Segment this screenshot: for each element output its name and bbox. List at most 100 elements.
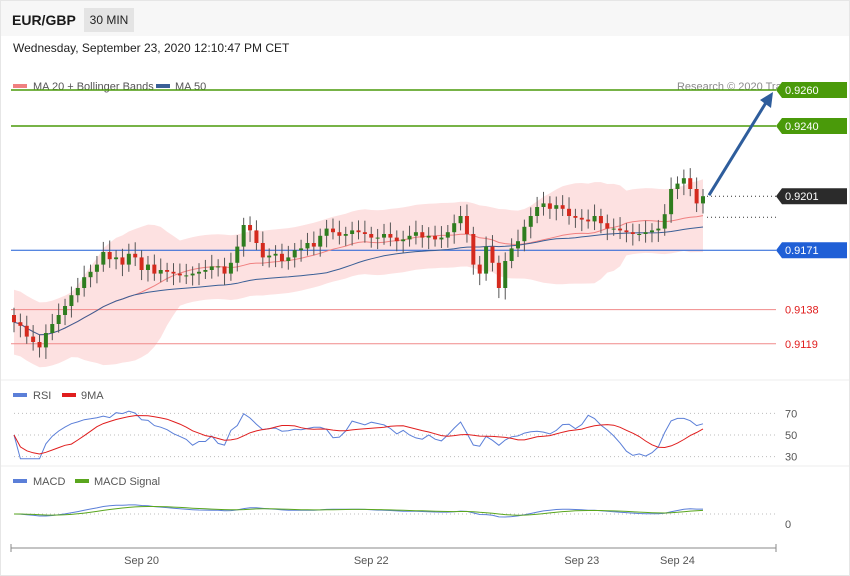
timeframe-button[interactable]: 30 MIN	[84, 8, 134, 32]
candle-body	[260, 243, 265, 258]
candle-body	[75, 288, 80, 296]
chart-header: EUR/GBP 30 MIN	[1, 1, 849, 36]
level-label: 0.9138	[785, 305, 819, 317]
candle-body	[586, 219, 591, 222]
rsi-tick-label: 50	[785, 430, 797, 442]
chart-datetime: Wednesday, September 23, 2020 12:10:47 P…	[13, 41, 290, 55]
candle-body	[139, 257, 144, 270]
candle-body	[24, 325, 29, 337]
candle-body	[618, 228, 623, 231]
candle-body	[248, 225, 253, 231]
rsi-legend-label: RSI	[33, 390, 51, 402]
candle-body	[324, 228, 329, 236]
candle-body	[637, 234, 642, 235]
candle-body	[101, 252, 106, 265]
candle-body	[560, 205, 565, 209]
level-tag	[776, 242, 847, 259]
candle-body	[503, 261, 508, 288]
rsi-legend-swatch	[13, 393, 27, 397]
current-price-label: 0.9201	[785, 191, 819, 203]
level-label: 0.9260	[785, 85, 819, 97]
candle-body	[662, 214, 667, 229]
candle-body	[484, 246, 489, 274]
candle-body	[573, 216, 578, 218]
ma50-legend-swatch	[156, 84, 170, 88]
candle-body	[445, 232, 450, 238]
candle-body	[681, 178, 686, 184]
macd-signal-legend-swatch	[75, 479, 89, 483]
candle-body	[541, 203, 546, 207]
candle-body	[643, 232, 648, 234]
candle-body	[299, 248, 304, 251]
candle-body	[630, 232, 635, 234]
candle-body	[184, 275, 189, 277]
candle-body	[158, 270, 163, 274]
forecast-arrowhead	[760, 92, 773, 108]
rsi-ma-line	[13, 415, 704, 455]
candle-body	[509, 248, 514, 261]
candle-body	[165, 270, 170, 272]
candle-body	[145, 264, 150, 270]
candle-body	[547, 203, 552, 209]
candle-body	[43, 333, 48, 348]
candle-body	[37, 342, 42, 348]
candle-body	[401, 239, 406, 242]
level-label: 0.9240	[785, 121, 819, 133]
candle-body	[394, 237, 399, 242]
rsi-ma-legend-swatch	[62, 393, 76, 397]
candle-body	[343, 234, 348, 236]
candle-body	[688, 178, 693, 189]
level-label: 0.9171	[785, 245, 819, 257]
symbol-label: EUR/GBP	[12, 12, 76, 28]
candle-body	[375, 237, 380, 239]
candle-body	[605, 223, 610, 229]
candle-body	[267, 255, 272, 258]
candle-body	[649, 230, 654, 233]
macd-tick-label: 0	[785, 519, 791, 531]
candle-body	[228, 262, 233, 274]
candle-body	[382, 234, 387, 238]
candle-body	[254, 230, 259, 243]
candle-body	[452, 223, 457, 233]
candle-body	[133, 253, 138, 258]
current-price-tag	[776, 188, 847, 205]
candle-body	[579, 217, 584, 220]
candle-body	[515, 241, 520, 249]
candle-body	[197, 271, 202, 274]
candle-body	[286, 257, 291, 261]
bollinger-band-area	[14, 179, 703, 368]
candle-body	[216, 266, 221, 268]
candle-body	[107, 252, 112, 260]
candle-body	[388, 234, 393, 238]
candle-body	[656, 228, 661, 231]
candle-body	[82, 277, 87, 288]
x-tick-label: Sep 22	[354, 555, 389, 567]
candle-body	[12, 315, 16, 323]
candle-body	[464, 216, 469, 234]
candle-body	[592, 216, 597, 222]
candle-body	[177, 273, 182, 276]
ma20-legend-swatch	[13, 84, 27, 88]
x-tick-label: Sep 20	[124, 555, 159, 567]
candle-body	[31, 336, 36, 342]
candle-body	[279, 253, 284, 261]
candle-body	[554, 205, 559, 209]
candle-body	[624, 230, 629, 233]
candle-body	[292, 250, 297, 258]
candle-body	[337, 232, 342, 236]
macd-legend-swatch	[13, 479, 27, 483]
level-tag	[776, 82, 847, 98]
candle-body	[490, 246, 495, 263]
candle-body	[311, 243, 316, 247]
candle-body	[413, 232, 418, 236]
candle-body	[496, 262, 501, 288]
level-label: 0.9119	[785, 339, 818, 351]
candle-body	[241, 225, 246, 247]
candle-body	[114, 257, 119, 260]
candle-body	[426, 235, 431, 238]
candle-body	[120, 257, 125, 265]
candle-body	[356, 230, 361, 233]
candle-body	[203, 270, 208, 272]
macd-legend-label: MACD	[33, 476, 65, 488]
candle-body	[222, 266, 227, 274]
